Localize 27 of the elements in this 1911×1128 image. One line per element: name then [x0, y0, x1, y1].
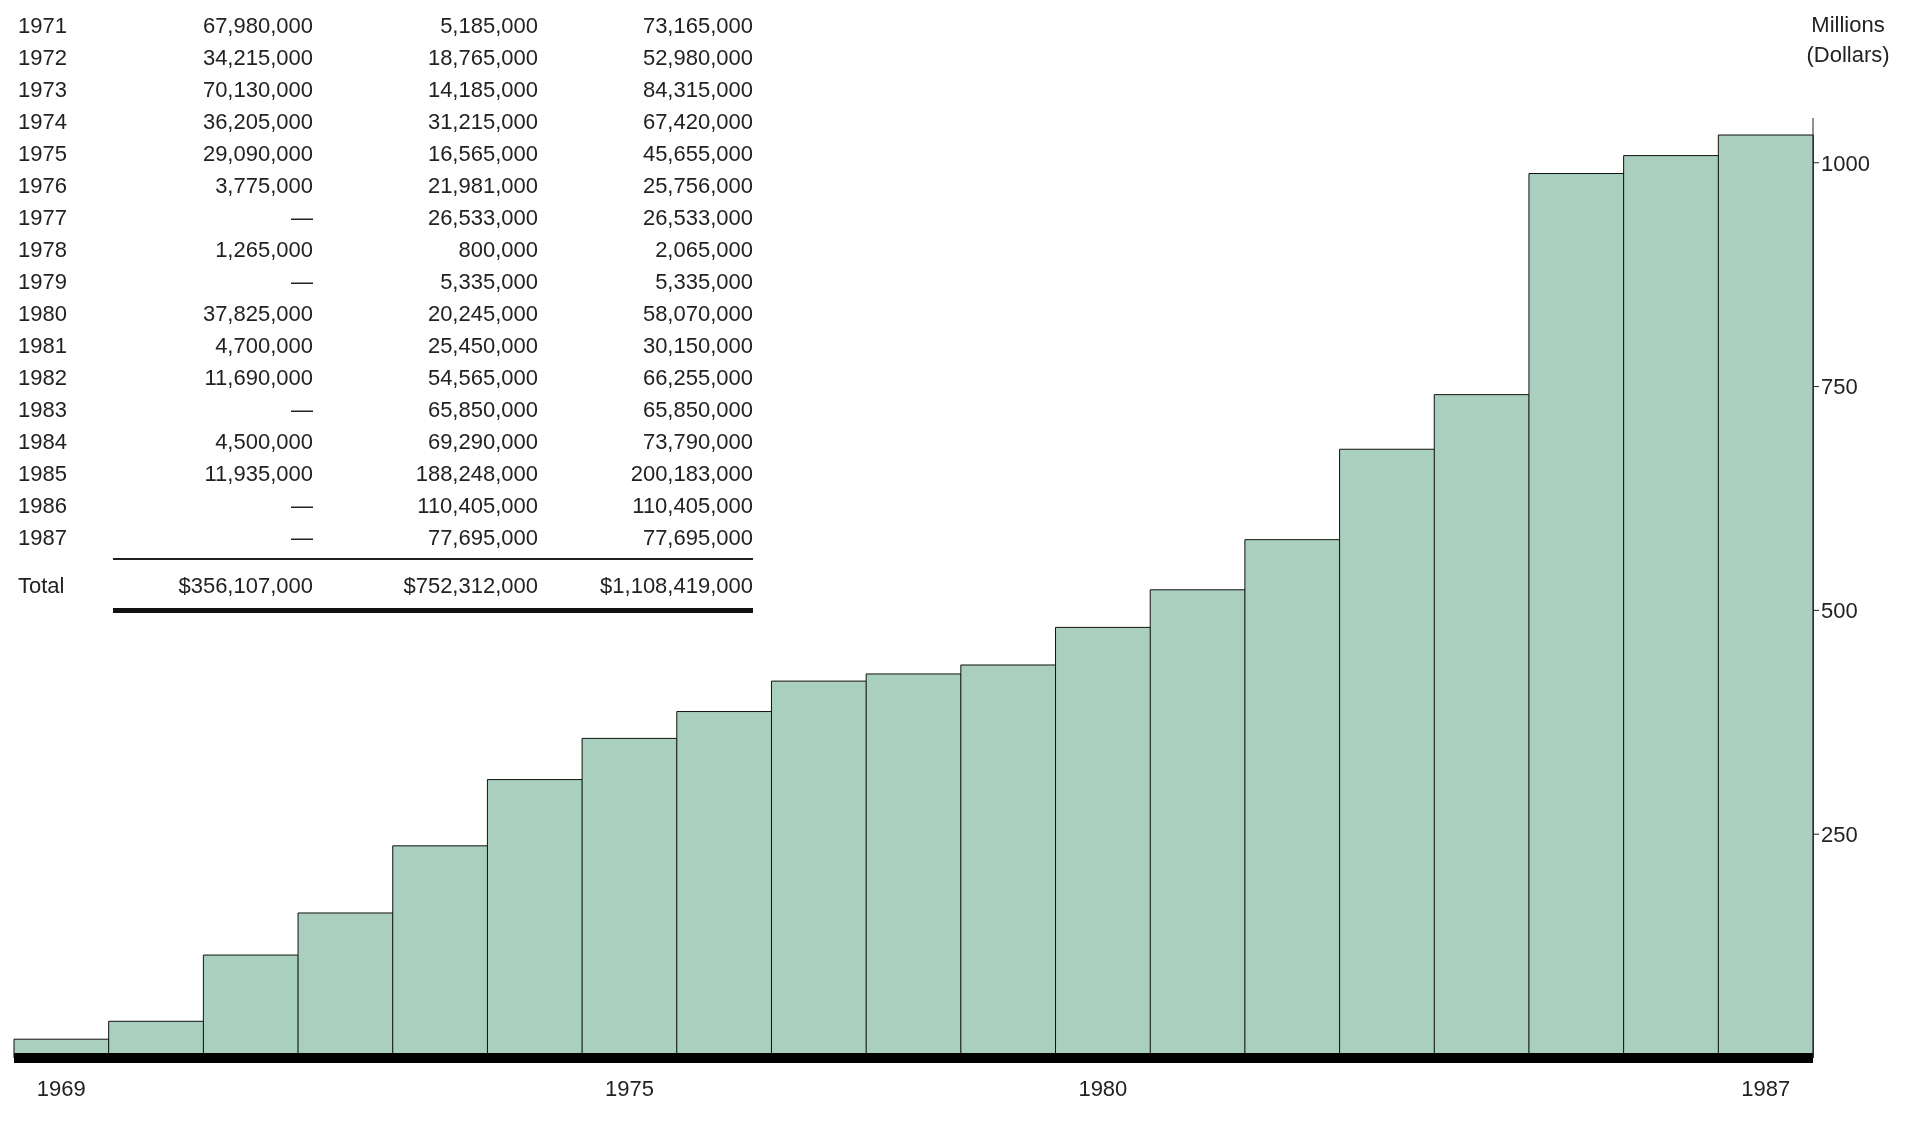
y-tick-label: 250: [1821, 822, 1858, 847]
x-tick-label: 1987: [1741, 1075, 1791, 1101]
x-tick-label: 1980: [1078, 1075, 1128, 1101]
text: 1976 3,775,000 21,981,000 25,756,000: [18, 173, 753, 198]
text: 1980 37,825,000 20,245,000 58,070,000: [18, 301, 753, 326]
y-tick-label: 1000: [1821, 150, 1870, 176]
text: 1979 — 5,335,000 5,335,000: [18, 269, 753, 294]
text: 1971 67,980,000 5,185,000 73,165,000: [18, 13, 753, 38]
text: 1972 34,215,000 18,765,000 52,980,000: [18, 45, 753, 70]
y-tick-label: 750: [1821, 374, 1858, 400]
text: 1986 — 110,405,000 110,405,000: [18, 493, 753, 518]
text: 1978 1,265,000 800,000 2,065,000: [18, 237, 753, 262]
text: 1987 — 77,695,000 77,695,000: [18, 525, 753, 550]
text: 1983 — 65,850,000 65,850,000: [18, 397, 753, 422]
text: Total $356,107,000 $752,312,000 $1,108,419,000: [18, 573, 753, 598]
x-tick-label: 1975: [604, 1075, 654, 1101]
text: 1977 — 26,533,000 26,533,000: [18, 205, 753, 230]
text: 1975 29,090,000 16,565,000 45,655,000: [18, 141, 753, 166]
y-axis-title: Millions (Dollars): [1805, 11, 1891, 69]
text: 1973 70,130,000 14,185,000 84,315,000: [18, 77, 753, 102]
x-tick-label: 1969: [36, 1075, 86, 1101]
y-tick-label: 500: [1821, 598, 1858, 624]
text: 1981 4,700,000 25,450,000 30,150,000: [18, 333, 753, 358]
text: 1985 11,935,000 188,248,000 200,183,000: [18, 461, 753, 486]
text: 1974 36,205,000 31,215,000 67,420,000: [18, 109, 753, 134]
text: 1984 4,500,000 69,290,000 73,790,000: [18, 429, 753, 454]
text: 1982 11,690,000 54,565,000 66,255,000: [18, 365, 753, 390]
